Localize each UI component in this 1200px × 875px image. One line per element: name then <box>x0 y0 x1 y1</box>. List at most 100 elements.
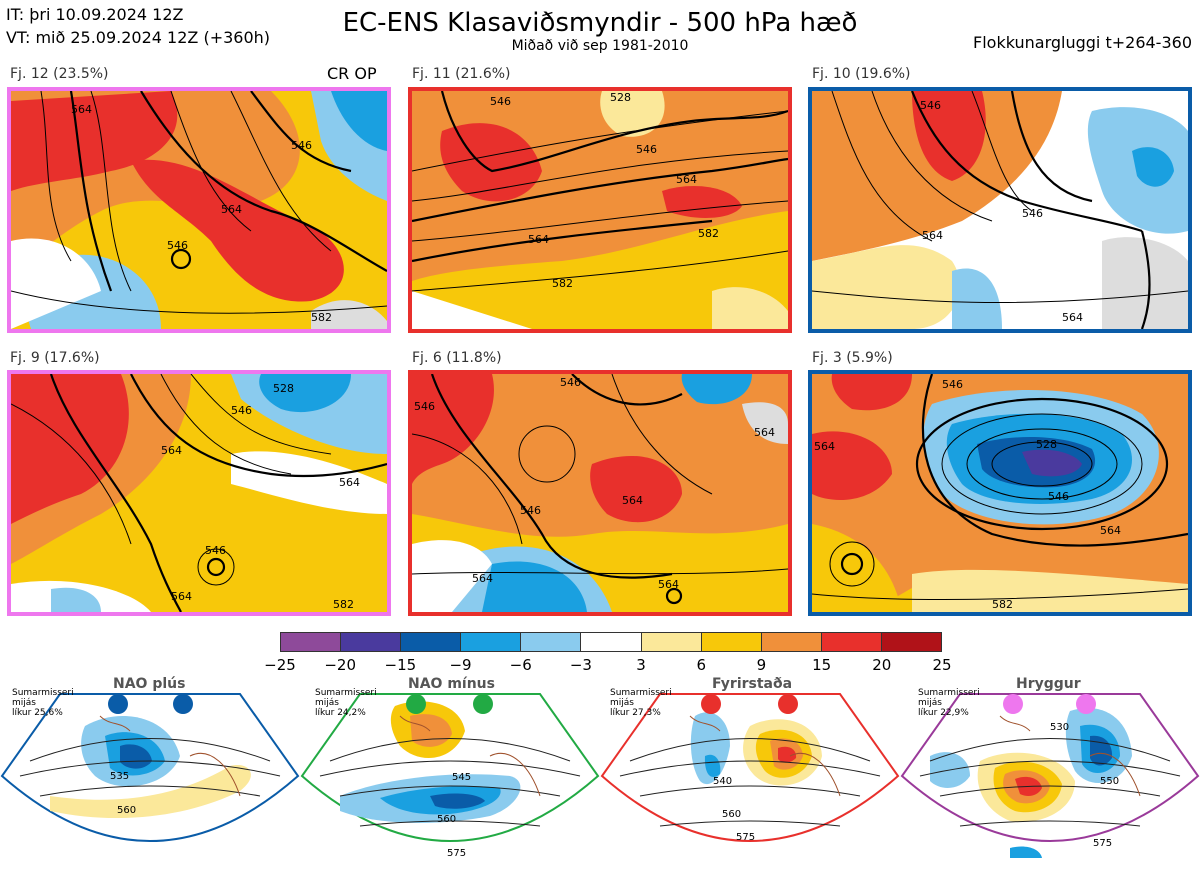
contour-label: 564 <box>622 494 643 507</box>
regime-note: mijás <box>610 698 634 708</box>
contour-label: 546 <box>291 139 312 152</box>
regime-note: Sumarmisseri <box>315 688 377 698</box>
contour-label: 528 <box>1036 438 1057 451</box>
panel-label: Fj. 12 (23.5%) <box>10 66 109 82</box>
regime-note: mijás <box>12 698 36 708</box>
regime-ridge: 530 550 575 Hryggur Sumarmisseri mijás l… <box>900 676 1200 871</box>
contour-label: 546 <box>520 504 541 517</box>
classification-window: Flokkunargluggi t+264-360 <box>973 33 1192 52</box>
cluster-map-panel: 546 528 546 564 564 582 582 <box>408 87 792 333</box>
contour-label: 546 <box>942 378 963 391</box>
contour-label: 540 <box>713 776 732 787</box>
colorbar-tick-label: −15 <box>384 656 417 674</box>
colorbar-swatch <box>461 633 522 651</box>
regime-note: Sumarmisseri <box>610 688 672 698</box>
contour-label: 546 <box>636 143 657 156</box>
page-subtitle: Miðað við sep 1981-2010 <box>511 38 689 54</box>
contour-label: 564 <box>658 578 679 591</box>
colorbar-tick-label: −6 <box>509 656 532 674</box>
contour-label: 535 <box>110 771 129 782</box>
cluster-map-panel: 546 546 564 564 <box>808 87 1192 333</box>
contour-label: 575 <box>1093 838 1112 849</box>
colorbar-swatch <box>881 633 942 651</box>
colorbar-tick-label: −9 <box>449 656 472 674</box>
contour-label: 560 <box>117 805 136 816</box>
contour-label: 582 <box>698 227 719 240</box>
contour-label: 546 <box>231 404 252 417</box>
colorbar-swatch <box>281 633 342 651</box>
colorbar-swatch <box>761 633 822 651</box>
panel-label: Fj. 9 (17.6%) <box>10 350 100 366</box>
contour-label: 528 <box>273 382 294 395</box>
cluster-map-panel: 528 546 564 564 546 564 582 <box>7 370 391 616</box>
contour-label: 564 <box>528 233 549 246</box>
contour-label: 582 <box>992 598 1013 611</box>
contour-label: 564 <box>922 229 943 242</box>
cluster-map-panel: 546 546 564 564 546 564 564 <box>408 370 792 616</box>
contour-label: 546 <box>560 376 581 389</box>
contour-label: 550 <box>1100 776 1119 787</box>
contour-label: 582 <box>333 598 354 611</box>
colorbar-swatch <box>341 633 402 651</box>
regime-title: Hryggur <box>1016 676 1081 692</box>
panel-label: Fj. 11 (21.6%) <box>412 66 511 82</box>
contour-label: 560 <box>437 814 456 825</box>
valid-time: VT: mið 25.09.2024 12Z (+360h) <box>6 28 271 47</box>
panel-label: Fj. 10 (19.6%) <box>812 66 911 82</box>
contour-label: 546 <box>490 95 511 108</box>
regime-title: Fyrirstaða <box>712 676 793 692</box>
panel-label: Fj. 3 (5.9%) <box>812 350 893 366</box>
colorbar-tick-label: −20 <box>324 656 356 674</box>
colorbar-tick-label: −3 <box>569 656 592 674</box>
contour-label: 560 <box>722 809 741 820</box>
panel-label: Fj. 6 (11.8%) <box>412 350 502 366</box>
colorbar-swatch <box>581 633 642 651</box>
contour-label: 546 <box>414 400 435 413</box>
contour-label: 564 <box>161 444 182 457</box>
contour-label: 564 <box>754 426 775 439</box>
page-title: EC-ENS Klasaviðsmyndir - 500 hPa hæð <box>342 8 858 38</box>
regime-note: Sumarmisseri <box>12 688 74 698</box>
regime-title: NAO mínus <box>408 676 495 692</box>
issue-time: IT: þri 10.09.2024 12Z <box>6 5 184 24</box>
colorbar-swatch <box>821 633 882 651</box>
regime-blocking: 540 560 575 Fyrirstaða Sumarmisseri mijá… <box>600 676 900 871</box>
regime-note: mijás <box>315 698 339 708</box>
contour-label: 575 <box>447 848 466 859</box>
regime-note: líkur 27,3% <box>610 708 661 718</box>
regime-note: Sumarmisseri <box>918 688 980 698</box>
contour-label: 564 <box>339 476 360 489</box>
colorbar-swatch <box>401 633 462 651</box>
contour-label: 546 <box>1022 207 1043 220</box>
contour-label: 530 <box>1050 722 1069 733</box>
regime-note: mijás <box>918 698 942 708</box>
contour-label: 564 <box>221 203 242 216</box>
panel-extra-label: CR OP <box>327 64 377 83</box>
contour-label: 546 <box>167 239 188 252</box>
contour-label: 575 <box>736 832 755 843</box>
regime-nao-plus: 535 560 NAO plús Sumarmisseri mijás líku… <box>0 676 300 871</box>
colorbar-tick-label: 6 <box>696 656 707 674</box>
contour-label: 582 <box>552 277 573 290</box>
cluster-map-panel: 564 546 546 564 582 <box>7 87 391 333</box>
contour-label: 564 <box>1062 311 1083 324</box>
regime-note: líkur 24,2% <box>315 708 366 718</box>
colorbar-swatch <box>521 633 582 651</box>
anomaly-colorbar <box>280 632 942 652</box>
colorbar-tick-label: −25 <box>264 656 296 674</box>
cluster-map-panel: 546 528 546 564 564 582 <box>808 370 1192 616</box>
contour-label: 546 <box>1048 490 1069 503</box>
contour-label: 546 <box>205 544 226 557</box>
colorbar-tick-label: 20 <box>872 656 892 674</box>
regime-note: líkur 22,9% <box>918 708 969 718</box>
contour-label: 564 <box>171 590 192 603</box>
colorbar-swatch <box>701 633 762 651</box>
contour-label: 546 <box>920 99 941 112</box>
contour-label: 564 <box>814 440 835 453</box>
contour-label: 582 <box>311 311 332 324</box>
colorbar-tick-label: 15 <box>812 656 832 674</box>
colorbar-swatch <box>641 633 702 651</box>
contour-label: 564 <box>1100 524 1121 537</box>
regime-title: NAO plús <box>113 676 186 692</box>
contour-label: 564 <box>676 173 697 186</box>
